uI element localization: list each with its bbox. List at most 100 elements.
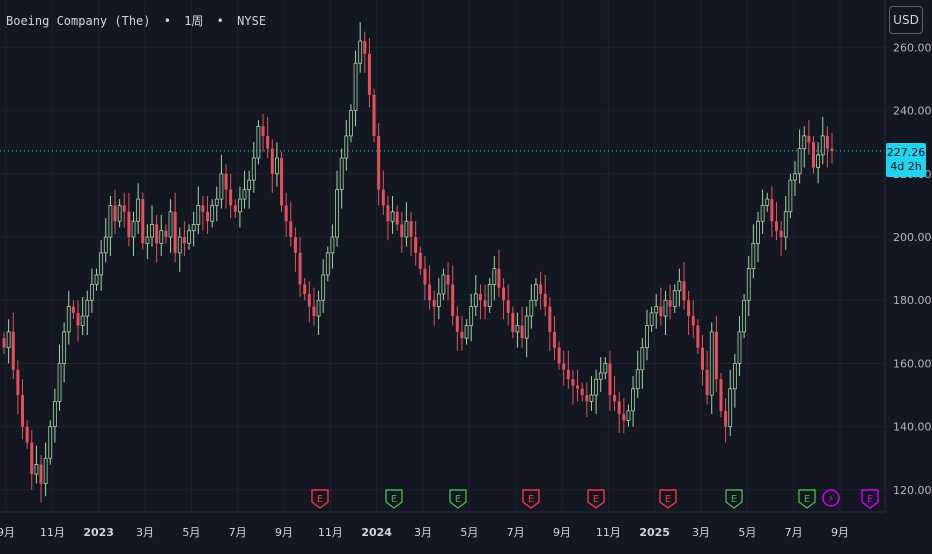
candle-body [76, 312, 80, 326]
time-tick-label: 2023 [83, 526, 114, 539]
candle-body [714, 331, 718, 380]
svg-text:E: E [528, 494, 534, 505]
candle-body [238, 198, 242, 213]
interval-label[interactable]: 1周 [184, 14, 204, 28]
candle-body [820, 135, 825, 156]
earnings-event-icon[interactable]: E [311, 489, 329, 509]
time-tick-label: 9月 [553, 526, 571, 539]
candle-body [381, 189, 385, 206]
candle-body [631, 388, 635, 412]
candle-body [807, 135, 811, 143]
price-axis[interactable]: 120.00140.00160.00180.00200.00220.00240.… [884, 0, 932, 512]
candle-body [732, 363, 737, 390]
candle-body [43, 457, 48, 484]
svg-text:E: E [593, 494, 599, 505]
time-tick-label: 9月 [275, 526, 293, 539]
svg-text:E: E [804, 494, 810, 505]
candle-body [557, 347, 561, 364]
price-tick-label: 120.00 [893, 484, 932, 497]
time-tick-label: 7月 [785, 526, 803, 539]
candle-body [85, 299, 90, 317]
candle-body [515, 325, 520, 333]
candle-body [344, 135, 349, 159]
candle-body [746, 268, 751, 301]
candle-body [293, 237, 297, 253]
candle-body [182, 237, 186, 244]
candle-body [483, 300, 487, 307]
dividend-event-icon[interactable]: ⚡ [822, 489, 840, 507]
candle-body [66, 306, 71, 333]
candle-body [321, 274, 326, 301]
candle-body [816, 154, 821, 168]
earnings-event-icon[interactable]: E [522, 489, 540, 509]
candle-body [529, 299, 534, 317]
candle-body [779, 230, 783, 238]
candle-body [613, 395, 617, 402]
candle-body [155, 224, 159, 244]
candle-body [668, 300, 672, 307]
candle-body [649, 312, 654, 326]
candle-body [446, 274, 450, 285]
candle-body [645, 325, 649, 349]
earnings-event-icon[interactable]: E [798, 489, 816, 509]
candle-body [765, 198, 770, 206]
candle-body [280, 158, 284, 206]
candle-body [802, 135, 807, 149]
earnings-event-icon[interactable]: E [861, 489, 879, 509]
candle-body [589, 394, 594, 402]
candle-body [687, 300, 691, 317]
candle-body [441, 274, 446, 295]
candle-body [548, 306, 552, 332]
candle-body [298, 252, 302, 285]
candle-body [774, 221, 778, 231]
last-price-tag: 227.26 4d 2h [886, 142, 926, 177]
currency-button[interactable]: USD [889, 6, 923, 34]
candle-body [432, 300, 436, 307]
candle-body [719, 379, 723, 411]
candle-body [520, 325, 524, 339]
candle-body [830, 148, 834, 151]
event-markers[interactable]: E E E E E E E E ⚡ E [311, 489, 879, 509]
candle-body [316, 299, 321, 317]
earnings-event-icon[interactable]: E [725, 489, 743, 509]
candle-body [335, 189, 339, 238]
earnings-event-icon[interactable]: E [587, 489, 605, 509]
candle-body [11, 331, 15, 370]
candles [2, 22, 834, 503]
earnings-event-icon[interactable]: E [659, 489, 677, 509]
candle-body [534, 284, 538, 301]
time-tick-label: 3月 [692, 526, 710, 539]
candle-body [2, 338, 6, 348]
candle-body [136, 198, 141, 222]
candle-body [811, 142, 815, 168]
earnings-event-icon[interactable]: E [385, 489, 403, 509]
candle-body [71, 306, 75, 313]
candle-body [224, 173, 228, 190]
candle-body [487, 284, 492, 307]
time-tick-label: 5月 [182, 526, 200, 539]
candle-body [756, 220, 760, 244]
candle-body [339, 157, 344, 191]
earnings-event-icon[interactable]: E [449, 489, 467, 509]
time-axis[interactable]: 9月 11月 2023 3月 5月 7月 9月 11月 2024 3月 5月 7月 9月 11月 2025 3… [0, 511, 885, 539]
candle-body [363, 41, 367, 54]
candle-body [390, 211, 395, 222]
candle-body [312, 306, 316, 317]
candle-body [367, 53, 371, 95]
candle-body [511, 312, 515, 332]
candle-body [275, 157, 279, 175]
candle-body [700, 347, 704, 370]
candle-body [473, 293, 478, 307]
candle-body [608, 363, 612, 396]
symbol-header[interactable]: Boeing Company (The) • 1周 • NYSE [6, 12, 266, 29]
candle-body [478, 293, 482, 301]
candle-body [770, 199, 774, 222]
candle-body [261, 126, 265, 136]
candle-body [284, 205, 288, 222]
candle-body [89, 284, 94, 301]
candle-body [57, 363, 62, 402]
time-tick-label: 2025 [639, 526, 670, 539]
candle-body [127, 211, 131, 238]
